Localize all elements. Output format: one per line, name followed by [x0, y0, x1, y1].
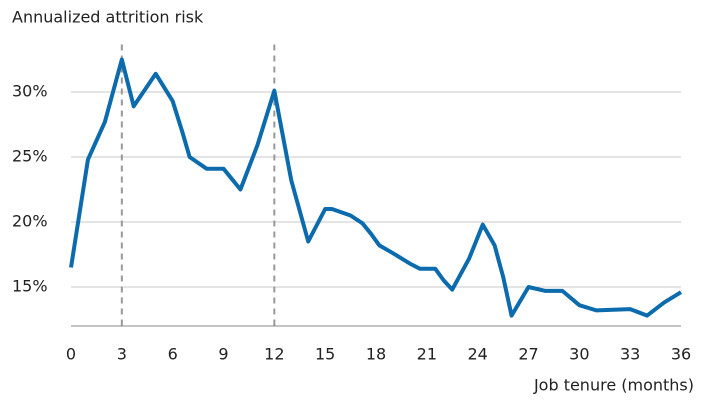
y-tick-label: 25%	[12, 147, 48, 166]
x-tick-label: 12	[264, 345, 284, 364]
x-tick-label: 36	[671, 345, 691, 364]
y-tick-label: 15%	[12, 277, 48, 296]
x-tick-label: 33	[620, 345, 640, 364]
x-tick-label: 3	[117, 345, 127, 364]
x-tick-label: 27	[518, 345, 538, 364]
x-tick-label: 30	[569, 345, 589, 364]
x-axis-label: Job tenure (months)	[533, 376, 694, 395]
y-tick-label: 20%	[12, 212, 48, 231]
x-tick-label: 24	[467, 345, 487, 364]
x-tick-label: 6	[168, 345, 178, 364]
x-tick-label: 9	[218, 345, 228, 364]
line-series	[69, 57, 683, 318]
x-tick-label: 21	[417, 345, 437, 364]
x-tick-label: 15	[315, 345, 335, 364]
x-tick-label: 18	[366, 345, 386, 364]
y-axis-label: Annualized attrition risk	[12, 8, 204, 27]
x-tick-label: 0	[66, 345, 76, 364]
y-tick-label: 30%	[12, 82, 48, 101]
